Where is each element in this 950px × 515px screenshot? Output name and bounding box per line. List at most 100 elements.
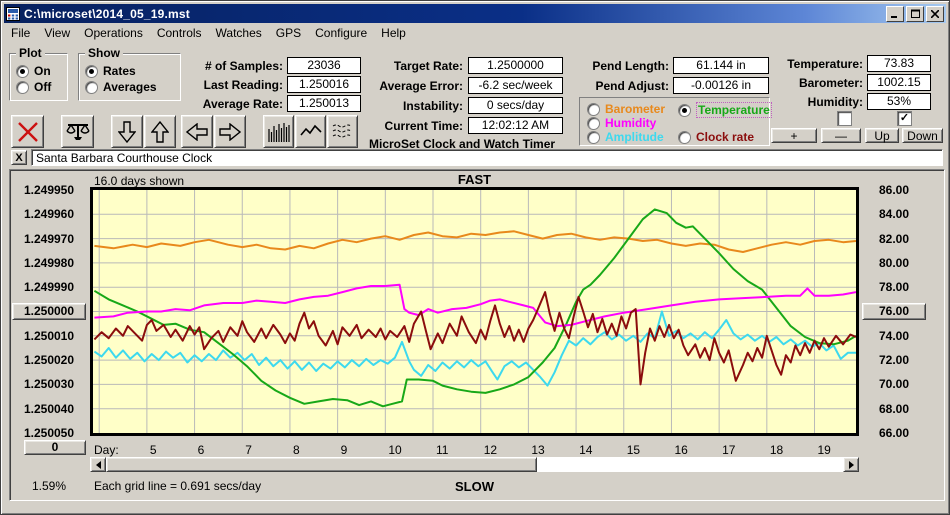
temp-tick-86.00: 86.00 bbox=[878, 183, 910, 197]
clock-name-field[interactable]: Santa Barbara Courthouse Clock bbox=[31, 149, 943, 166]
temperature-value: 73.83 bbox=[867, 55, 931, 72]
radio-plot-off[interactable]: Off bbox=[16, 80, 51, 94]
scrollbar-thumb[interactable] bbox=[106, 457, 538, 472]
pend-adjust-value: -0.00126 in bbox=[673, 77, 769, 94]
fast-label: FAST bbox=[457, 172, 492, 187]
window-title: C:\microset\2014_05_19.mst bbox=[24, 6, 190, 21]
radio-label: Humidity bbox=[605, 116, 657, 130]
radio-dot bbox=[16, 80, 29, 94]
radio-show-averages[interactable]: Averages bbox=[85, 80, 157, 94]
radio-dot bbox=[678, 130, 691, 144]
rate-tick-1.249970: 1.249970 bbox=[23, 231, 75, 246]
day-tick-14: 14 bbox=[579, 443, 593, 457]
menu-item-view[interactable]: View bbox=[44, 26, 71, 40]
target-rate-value: 1.2500000 bbox=[468, 57, 563, 74]
histogram-view-button[interactable] bbox=[263, 115, 294, 148]
clock-name-close-button[interactable]: X bbox=[11, 150, 27, 165]
shift-right-button[interactable] bbox=[214, 115, 246, 148]
radio-series-temperature[interactable]: Temperature bbox=[678, 102, 772, 118]
temp-tick-70.00: 70.00 bbox=[878, 377, 910, 392]
minimize-icon bbox=[891, 16, 897, 18]
radio-series-barometer[interactable]: Barometer bbox=[587, 102, 665, 116]
plus-button[interactable]: + bbox=[771, 128, 817, 143]
average-error-label: Average Error: bbox=[379, 79, 463, 93]
env-checkbox-1[interactable] bbox=[837, 111, 852, 126]
zero-button[interactable]: 0 bbox=[24, 440, 86, 455]
rate-tick-1.250050: 1.250050 bbox=[23, 426, 75, 440]
temp-tick-74.00: 74.00 bbox=[878, 328, 910, 343]
scroll-right-button[interactable] bbox=[843, 457, 859, 472]
chart-panel: 16.0 days shown FAST 1.249950 1.249960 1.2… bbox=[9, 169, 945, 501]
temp-tick-66.00: 66.00 bbox=[878, 426, 910, 440]
radio-dot bbox=[678, 103, 691, 117]
menu-item-help[interactable]: Help bbox=[381, 26, 406, 40]
day-tick-7: 7 bbox=[245, 443, 252, 457]
shift-up-button[interactable] bbox=[144, 115, 176, 148]
plot-area[interactable] bbox=[90, 187, 859, 436]
radio-plot-on[interactable]: On bbox=[16, 64, 51, 78]
average-rate-label: Average Rate: bbox=[202, 97, 283, 111]
day-tick-18: 18 bbox=[769, 443, 784, 457]
radio-dot bbox=[587, 116, 600, 130]
temp-tick-82.00: 82.00 bbox=[878, 231, 910, 246]
temp-tick-72.00: 72.00 bbox=[878, 353, 910, 368]
temp-tick-76.00[interactable]: 76.00 bbox=[862, 302, 926, 320]
menu-item-watches[interactable]: Watches bbox=[215, 26, 262, 40]
pend-length-label: Pend Length: bbox=[592, 59, 669, 73]
arrow-left-icon bbox=[186, 122, 208, 141]
current-time-value: 12:02:12 AM bbox=[468, 117, 563, 134]
maximize-button[interactable] bbox=[906, 5, 924, 22]
menu-item-gps[interactable]: GPS bbox=[275, 26, 302, 40]
menu-item-configure[interactable]: Configure bbox=[315, 26, 368, 40]
down-button[interactable]: Down bbox=[902, 128, 943, 143]
multi-trace-view-button[interactable] bbox=[327, 115, 358, 148]
radio-label: Temperature bbox=[696, 102, 772, 118]
day-axis-label: Day: bbox=[94, 443, 119, 457]
day-tick-8: 8 bbox=[292, 443, 300, 457]
app-icon bbox=[6, 6, 20, 21]
radio-series-amplitude[interactable]: Amplitude bbox=[587, 130, 664, 144]
rate-tick-1.250030: 1.250030 bbox=[23, 377, 75, 392]
radio-series-humidity[interactable]: Humidity bbox=[587, 116, 656, 130]
menu-item-operations[interactable]: Operations bbox=[84, 26, 143, 40]
temp-tick-80.00: 80.00 bbox=[878, 255, 910, 270]
series-temperature bbox=[93, 208, 857, 408]
scrollbar-track[interactable] bbox=[106, 457, 843, 472]
radio-label: Averages bbox=[103, 80, 157, 94]
balance-scale-button[interactable] bbox=[61, 115, 94, 148]
plot-group-label: Plot bbox=[16, 46, 45, 60]
up-button[interactable]: Up bbox=[865, 128, 899, 143]
time-scrollbar[interactable] bbox=[90, 457, 859, 472]
day-tick-17: 17 bbox=[722, 443, 736, 457]
instability-value: 0 secs/day bbox=[468, 97, 563, 114]
radio-dot bbox=[16, 64, 29, 78]
menu-item-controls[interactable]: Controls bbox=[156, 26, 202, 40]
radio-series-clock-rate[interactable]: Clock rate bbox=[678, 130, 754, 144]
scroll-left-button[interactable] bbox=[90, 457, 106, 472]
delete-button[interactable] bbox=[11, 115, 44, 148]
minus-button[interactable]: — bbox=[821, 128, 861, 143]
show-groupbox: Show Rates Averages bbox=[78, 46, 181, 101]
humidity-label: Humidity: bbox=[807, 95, 863, 109]
day-tick-19: 19 bbox=[817, 443, 831, 457]
humidity-value: 53% bbox=[867, 93, 931, 110]
day-tick-5: 5 bbox=[149, 443, 157, 457]
balance-scale-icon bbox=[65, 123, 90, 140]
histogram-icon bbox=[267, 122, 290, 142]
close-button[interactable] bbox=[926, 5, 944, 22]
average-error-value: -6.2 sec/week bbox=[468, 77, 563, 94]
line-plot-view-button[interactable] bbox=[295, 115, 326, 148]
minimize-button[interactable] bbox=[886, 5, 904, 22]
day-tick-13: 13 bbox=[531, 443, 545, 457]
chart-svg bbox=[93, 190, 857, 433]
env-checkbox-2[interactable]: ✓ bbox=[897, 111, 912, 126]
shift-left-button[interactable] bbox=[181, 115, 213, 148]
radio-show-rates[interactable]: Rates bbox=[85, 64, 136, 78]
rate-tick-1.250000[interactable]: 1.250000 bbox=[12, 302, 86, 320]
menu-item-file[interactable]: File bbox=[11, 26, 31, 40]
shift-down-button[interactable] bbox=[111, 115, 143, 148]
radio-dot bbox=[85, 80, 98, 94]
day-tick-15: 15 bbox=[626, 443, 641, 457]
day-tick-12: 12 bbox=[483, 443, 498, 457]
